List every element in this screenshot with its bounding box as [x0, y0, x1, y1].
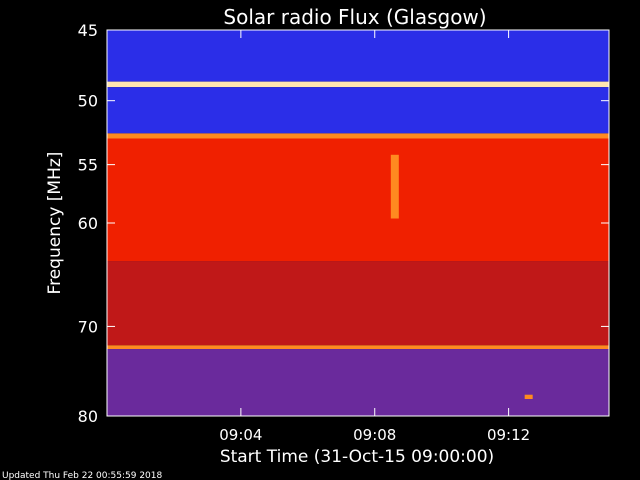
x-tick-label-1: 09:08 [353, 426, 396, 444]
x-tick-label-0: 09:04 [219, 426, 262, 444]
x-axis-label: Start Time (31-Oct-15 09:00:00) [220, 447, 494, 467]
band-2 [107, 87, 609, 134]
updated-timestamp: Updated Thu Feb 22 00:55:59 2018 [2, 471, 163, 480]
y-axis-label: Frequency [MHz] [45, 152, 65, 295]
y-tick-label-2: 55 [78, 156, 98, 175]
plot-area [106, 29, 610, 417]
hotspot-0 [390, 154, 399, 219]
burst-hotspots [390, 154, 533, 400]
band-4 [107, 138, 609, 262]
y-axis: 45 50 55 60 70 80 [78, 21, 609, 426]
band-0 [107, 30, 609, 82]
hotspot-1 [524, 394, 533, 400]
band-3 [107, 133, 609, 139]
x-axis: 09:04 09:08 09:12 [219, 30, 530, 444]
band-6 [107, 345, 609, 350]
band-1 [107, 81, 609, 88]
band-5 [107, 261, 609, 346]
y-tick-label-0: 45 [78, 21, 98, 40]
y-tick-label-4: 70 [78, 317, 98, 336]
band-7 [107, 349, 609, 416]
y-tick-label-1: 50 [78, 92, 98, 111]
frequency-bands [107, 30, 609, 416]
x-tick-label-2: 09:12 [487, 426, 530, 444]
y-tick-label-5: 80 [78, 407, 98, 426]
chart-title: Solar radio Flux (Glasgow) [223, 5, 486, 29]
y-tick-label-3: 60 [78, 214, 98, 233]
